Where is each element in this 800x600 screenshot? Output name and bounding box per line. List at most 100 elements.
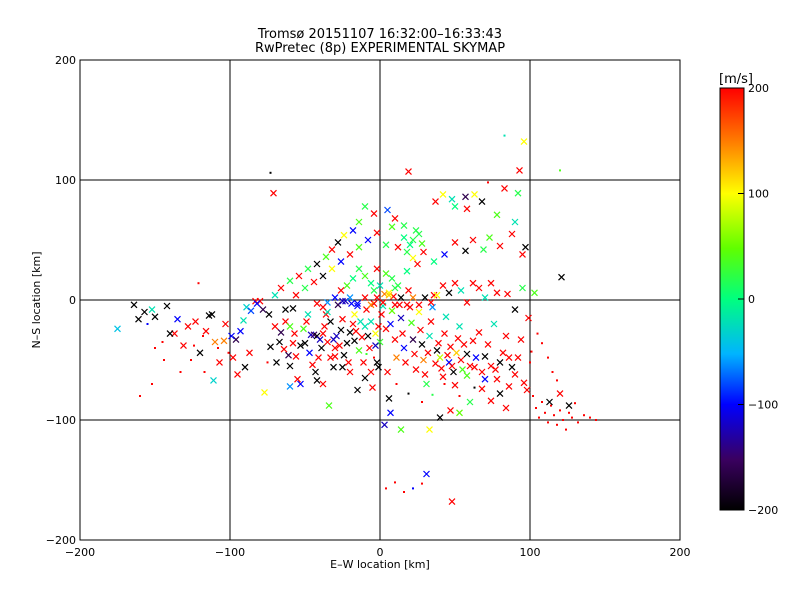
data-point-cross: [210, 376, 217, 384]
data-point-cross: [450, 368, 457, 376]
data-point-cross: [409, 254, 417, 262]
data-point-cross: [403, 248, 411, 256]
data-point-dot: [266, 361, 269, 364]
data-point-dot: [503, 134, 506, 137]
data-point-cross: [493, 375, 501, 383]
data-point-dot: [154, 347, 156, 349]
data-point-cross: [451, 238, 459, 246]
data-point-cross: [424, 349, 432, 357]
data-point-cross: [319, 380, 327, 388]
y-tick-label: −200: [46, 534, 76, 547]
data-point-cross: [430, 258, 438, 266]
data-point-cross: [208, 310, 216, 318]
data-point-dot: [553, 414, 555, 417]
y-tick-label: −100: [46, 414, 76, 427]
data-point-cross: [372, 330, 379, 338]
data-point-cross: [357, 318, 364, 326]
data-point-cross: [319, 303, 327, 311]
data-point-cross: [331, 344, 339, 352]
data-point-cross: [441, 330, 448, 338]
data-point-cross: [292, 352, 300, 360]
data-point-cross: [414, 260, 421, 268]
data-point-dot: [530, 350, 533, 353]
data-point-cross: [511, 306, 519, 314]
data-point-cross: [486, 234, 493, 242]
data-point-cross: [376, 282, 384, 290]
data-points: [114, 134, 597, 506]
data-point-cross: [469, 279, 477, 287]
data-point-cross: [163, 302, 171, 310]
data-point-cross: [487, 362, 495, 370]
data-point-cross: [426, 332, 433, 340]
chart-title-line1: Tromsø 20151107 16:32:00–16:33:43: [257, 27, 502, 42]
data-point-cross: [286, 362, 294, 370]
data-point-cross: [411, 350, 418, 358]
data-point-cross: [517, 336, 525, 344]
data-point-cross: [277, 284, 285, 292]
data-point-cross: [240, 316, 247, 324]
data-point-dot: [595, 419, 597, 421]
data-point-cross: [453, 349, 460, 357]
data-point-cross: [333, 332, 340, 340]
axis-ticks: −200 −100 0 100 200 −200 −100 0 100 200: [46, 54, 691, 559]
data-point-dot: [407, 392, 410, 395]
data-point-cross: [297, 380, 304, 388]
data-point-cross: [429, 303, 436, 311]
data-point-cross: [420, 248, 427, 256]
data-point-cross: [324, 338, 331, 346]
data-point-dot: [365, 353, 368, 355]
data-point-cross: [340, 351, 348, 359]
data-point-dot: [163, 359, 165, 361]
data-point-cross: [301, 339, 309, 347]
data-point-cross: [475, 328, 483, 336]
data-point-dot: [565, 428, 567, 431]
data-point-cross: [346, 250, 354, 258]
data-point-cross: [402, 358, 409, 366]
colorbar-tick-label: 100: [748, 188, 769, 201]
data-point-cross: [523, 386, 531, 394]
data-point-cross: [367, 301, 375, 309]
data-point-cross: [420, 356, 427, 364]
data-point-cross: [445, 289, 453, 297]
data-point-dot: [217, 347, 219, 349]
data-point-cross: [304, 265, 312, 273]
data-point-cross: [351, 310, 358, 318]
data-point-cross: [148, 306, 156, 314]
data-point-cross: [520, 379, 528, 387]
data-point-cross: [286, 277, 294, 285]
data-point-cross: [451, 279, 459, 287]
data-point-cross: [232, 336, 240, 344]
data-point-cross: [297, 342, 304, 350]
data-point-cross: [237, 327, 244, 335]
data-point-cross: [211, 338, 219, 346]
data-point-cross: [261, 388, 268, 396]
data-point-dot: [227, 351, 230, 354]
data-point-dot: [550, 404, 552, 407]
data-point-cross: [565, 402, 573, 410]
data-point-cross: [222, 320, 229, 328]
data-point-cross: [409, 336, 417, 344]
data-point-cross: [166, 330, 174, 338]
data-point-cross: [432, 360, 439, 368]
data-point-dot: [547, 356, 549, 359]
data-point-dot: [395, 383, 398, 385]
data-point-cross: [151, 313, 159, 321]
data-point-cross: [229, 354, 237, 362]
data-point-cross: [511, 370, 519, 378]
data-point-cross: [340, 231, 348, 239]
data-point-cross: [285, 351, 292, 359]
data-point-cross: [516, 166, 523, 174]
data-point-cross: [415, 308, 423, 316]
data-point-cross: [355, 243, 363, 251]
data-point-dot: [544, 411, 546, 414]
data-point-cross: [313, 300, 321, 308]
data-point-cross: [448, 498, 456, 506]
chart-title-line2: RwPretec (8p) EXPERIMENTAL SKYMAP: [255, 41, 505, 56]
data-point-cross: [346, 294, 354, 302]
data-point-cross: [325, 402, 333, 410]
plot-area: −200 −100 0 100 200 −200 −100 0 100 200: [46, 54, 691, 559]
data-point-cross: [328, 265, 336, 273]
data-point-cross: [369, 384, 376, 392]
data-point-cross: [462, 247, 469, 255]
